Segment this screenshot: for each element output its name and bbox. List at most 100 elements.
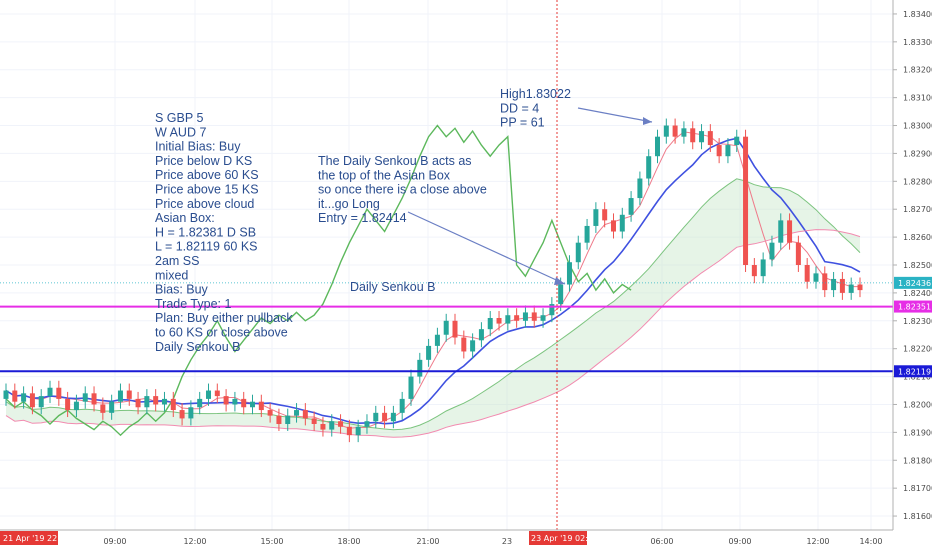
setup-note-line: Price above 60 KS <box>155 168 259 182</box>
setup-note-line: Initial Bias: Buy <box>155 140 241 154</box>
candle-body <box>382 412 388 422</box>
price-tags: 1.82436 1.82351 1.82119 <box>894 276 932 378</box>
candle-body <box>434 334 440 346</box>
candle-body <box>637 178 643 199</box>
candle-body <box>505 315 511 324</box>
candle-body <box>813 273 819 282</box>
annotation-arrows <box>407 107 653 285</box>
candle-body <box>65 398 71 411</box>
candle-body <box>329 421 335 430</box>
candle-body <box>91 393 97 405</box>
candle-body <box>514 315 520 321</box>
candle-body <box>21 393 27 402</box>
setup-note-line: Plan: Buy either pullback <box>155 311 293 325</box>
setup-note-line: Price below D KS <box>155 154 252 168</box>
candle-body <box>566 262 572 285</box>
price-tick-label: 1.83200 <box>903 66 932 75</box>
price-tick-label: 1.83300 <box>903 38 932 47</box>
candle-body <box>355 426 361 436</box>
candle-body <box>743 136 749 265</box>
candle-body <box>399 398 405 413</box>
candle-body <box>179 410 185 419</box>
candle-body <box>73 401 79 411</box>
price-axis: 1.83400 1.83300 1.83200 1.83100 1.83000 1.829… <box>892 0 932 530</box>
time-tick-label: 23 <box>502 537 512 546</box>
time-tick-label: 12:00 <box>183 537 206 546</box>
setup-note-line: W AUD 7 <box>155 125 206 139</box>
candle-body <box>214 390 220 397</box>
candle-body <box>584 225 590 243</box>
candle-body <box>373 412 379 422</box>
senkou-note-line: Entry = 1.82414 <box>318 211 407 225</box>
candle-body <box>250 401 256 408</box>
candle-body <box>232 398 238 405</box>
candle-body <box>311 418 317 424</box>
price-tag-box <box>894 365 932 378</box>
senkou-note-line: it...go Long <box>318 197 380 211</box>
price-tick-label: 1.82700 <box>903 205 932 214</box>
candle-body <box>522 312 528 321</box>
high-note-line: High1.83022 <box>500 87 571 101</box>
price-tag-label: 1.82119 <box>898 367 931 376</box>
price-tick-label: 1.83400 <box>903 10 932 19</box>
senkou-note-line: The Daily Senkou B acts as <box>318 154 472 168</box>
candle-body <box>769 242 775 260</box>
price-tick-label: 1.82000 <box>903 400 932 409</box>
time-tick-label: 21:00 <box>416 537 439 546</box>
candle-body <box>822 273 828 291</box>
candle-body <box>857 284 863 291</box>
candle-body <box>197 398 203 408</box>
senkou-note-line: the top of the Asian Box <box>318 168 451 182</box>
candle-body <box>47 387 53 397</box>
candle-body <box>223 396 229 405</box>
candle-body <box>672 125 678 137</box>
price-tick-label: 1.82800 <box>903 177 932 186</box>
price-tick-label: 1.82900 <box>903 149 932 158</box>
candle-body <box>29 393 35 408</box>
senkou-note-line: so once there is a close above <box>318 183 487 197</box>
candle-body <box>126 390 132 399</box>
svg-text:23 Apr '19 02:00: 23 Apr '19 02:00 <box>531 534 598 543</box>
candle-body <box>699 131 705 143</box>
candle-body <box>575 242 581 263</box>
candle-body <box>646 156 652 179</box>
time-axis: 09:00 12:00 15:00 18:00 21:00 23 06:00 09:00 12:… <box>0 529 893 546</box>
setup-note-line: mixed <box>155 268 188 282</box>
price-tag-label: 1.82351 <box>898 303 931 312</box>
candle-body <box>487 318 493 330</box>
candle-body <box>346 426 352 436</box>
candle-body <box>170 398 176 411</box>
start-date-tag: 21 Apr '19 22:30 <box>0 531 70 545</box>
price-tick-label: 1.81800 <box>903 456 932 465</box>
svg-text:21 Apr '19 22:30: 21 Apr '19 22:30 <box>3 534 70 543</box>
candle-body <box>443 320 449 335</box>
grid <box>0 0 893 530</box>
price-tick-label: 1.81700 <box>903 484 932 493</box>
setup-note-line: 2am SS <box>155 254 199 268</box>
horizontal-levels <box>0 282 893 373</box>
candle-body <box>848 284 854 293</box>
candle-body <box>302 410 308 419</box>
candle-body <box>276 415 282 424</box>
candle-body <box>144 396 150 408</box>
candle-body <box>795 242 801 265</box>
candle-body <box>267 410 273 416</box>
candle-body <box>531 312 537 321</box>
candle-body <box>734 136 740 146</box>
candle-body <box>593 209 599 226</box>
time-tick-label: 12:00 <box>806 537 829 546</box>
setup-note-line: Price above cloud <box>155 197 254 211</box>
candle-body <box>549 304 555 316</box>
setup-note-line: Price above 15 KS <box>155 183 259 197</box>
candle-body <box>338 421 344 427</box>
candle-body <box>619 214 625 232</box>
candle-body <box>205 390 211 399</box>
candle-body <box>417 359 423 377</box>
candle-body <box>12 390 18 402</box>
candle-body <box>390 412 396 422</box>
candle-body <box>109 401 115 413</box>
